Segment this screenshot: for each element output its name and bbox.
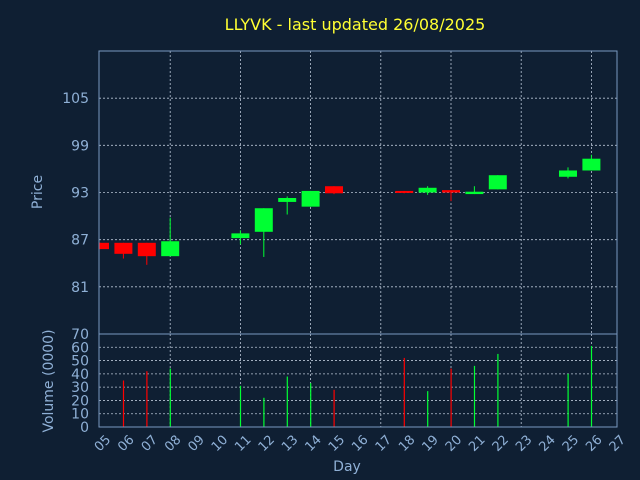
x-tick-label: 19 [419,433,441,455]
x-tick-label: 13 [279,433,301,455]
volume-plot-frame [98,333,618,428]
volume-y-tick-label: 40 [71,367,89,383]
x-tick-label: 14 [302,433,324,455]
candle-body [418,187,437,193]
volume-bar [122,380,125,427]
x-axis-ticks: 05 06 07 08 09 10 11 12 13 14 15 16 17 18 19 20 21 22 23 24… [92,433,629,455]
x-tick-label: 22 [490,433,512,455]
price-y-ticks: 81 87 93 99 105 [62,91,89,296]
x-tick-label: 09 [185,433,207,455]
volume-y-tick-label: 0 [80,420,89,436]
candle-body [559,170,577,177]
price-y-tick-label: 99 [71,138,89,154]
candle-body [442,190,460,193]
volume-axis-label: Volume (0000) [41,329,57,432]
price-y-tick-label: 81 [71,280,89,296]
x-tick-label: 06 [115,433,137,455]
x-tick-label: 12 [256,433,278,455]
candle-body [99,242,109,250]
x-tick-label: 08 [162,433,184,455]
volume-bar [567,373,569,427]
price-panel: 81 87 93 99 105 Price [30,50,618,335]
price-y-tick-label: 87 [71,233,89,249]
volume-bar [497,353,499,427]
x-tick-label: 20 [443,433,465,455]
volume-bar [310,383,312,427]
volume-bars [122,345,593,427]
volume-bar [590,345,593,427]
volume-bar [169,368,171,427]
volume-y-tick-label: 30 [71,380,89,396]
volume-bar [286,376,288,427]
x-tick-label: 27 [607,433,629,455]
candle-body [465,191,484,195]
volume-y-tick-label: 10 [71,407,89,423]
volume-bar [263,397,265,427]
candle-body [395,190,414,193]
x-tick-label: 16 [349,433,371,455]
x-tick-label: 25 [560,433,582,455]
candle-body [161,241,180,257]
volume-bar [450,368,452,427]
candle-body [325,186,343,194]
x-tick-label: 11 [232,433,254,455]
candle-body [301,190,320,207]
volume-grid [99,334,617,427]
volume-bar [146,371,148,427]
candle-body [114,242,133,254]
x-tick-label: 24 [536,433,558,455]
volume-y-tick-label: 20 [71,393,89,409]
price-y-tick-label: 93 [71,186,89,202]
volume-bar [473,365,476,427]
x-tick-label: 15 [326,433,348,455]
chart-title: LLYVK - last updated 26/08/2025 [225,15,486,34]
x-tick-label: 18 [396,433,418,455]
x-tick-label: 10 [209,433,231,455]
x-tick-label: 17 [373,433,395,455]
candle-body [254,208,273,232]
x-tick-label: 07 [139,433,161,455]
price-candles [99,154,601,265]
volume-y-tick-label: 70 [71,327,89,343]
x-axis-label: Day [333,459,361,475]
x-tick-label: 26 [583,433,605,455]
price-grid [99,51,617,334]
candle-body [582,158,601,171]
x-tick-label: 05 [92,433,114,455]
candle-body [278,198,297,202]
price-axis-label: Price [30,175,46,209]
volume-bar [427,391,429,427]
volume-bar [239,385,242,427]
volume-y-tick-label: 60 [71,340,89,356]
volume-y-tick-label: 50 [71,354,89,370]
x-tick-label: 23 [513,433,535,455]
candle-body [231,233,250,239]
volume-bar [333,389,335,427]
price-y-tick-label: 105 [62,91,89,107]
volume-bar [403,357,405,427]
candle-body [488,175,507,190]
candle-body [137,242,156,257]
x-tick-label: 21 [466,433,488,455]
